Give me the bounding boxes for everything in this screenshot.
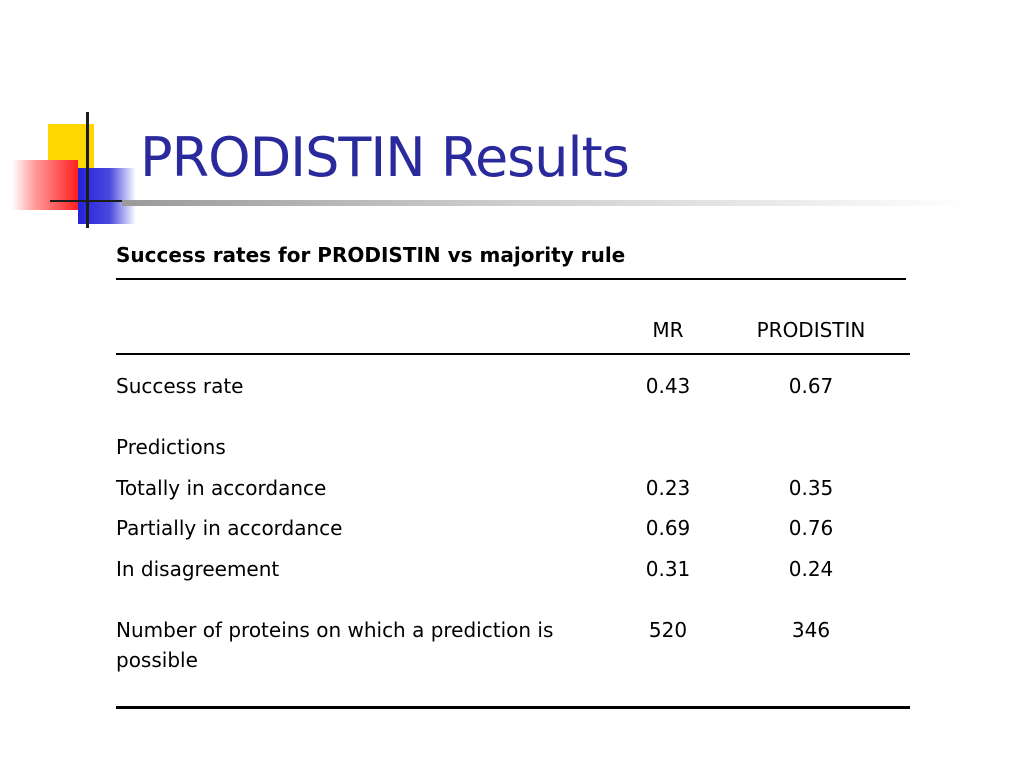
- row-label-predictions: Predictions: [116, 435, 226, 459]
- table-bottom-rule: [116, 706, 910, 709]
- table-top-rule: [116, 278, 906, 280]
- cell-totally-mr: 0.23: [645, 476, 691, 500]
- row-label-partially-in-accordance: Partially in accordance: [116, 516, 343, 540]
- cell-success-rate-prodistin: 0.67: [788, 374, 834, 398]
- title-underline: [122, 200, 972, 206]
- row-label-in-disagreement: In disagreement: [116, 557, 280, 581]
- cell-proteins-prodistin: 346: [791, 618, 831, 642]
- cell-disagreement-mr: 0.31: [645, 557, 691, 581]
- row-label-success-rate: Success rate: [116, 374, 244, 398]
- logo-red-square: [12, 160, 78, 210]
- logo-vertical-line: [86, 112, 89, 228]
- cell-success-rate-mr: 0.43: [645, 374, 691, 398]
- cell-totally-prodistin: 0.35: [788, 476, 834, 500]
- cell-partially-mr: 0.69: [645, 516, 691, 540]
- cell-proteins-mr: 520: [648, 618, 688, 642]
- column-header-prodistin: PRODISTIN: [756, 318, 866, 342]
- table-header-rule: [116, 353, 910, 355]
- row-label-totally-in-accordance: Totally in accordance: [116, 476, 327, 500]
- cell-disagreement-prodistin: 0.24: [788, 557, 834, 581]
- table-caption: Success rates for PRODISTIN vs majority …: [116, 243, 626, 267]
- column-header-mr: MR: [652, 318, 684, 342]
- row-label-number-of-proteins: Number of proteins on which a prediction…: [116, 618, 554, 672]
- logo-horizontal-line: [50, 200, 122, 202]
- slide-title: PRODISTIN Results: [140, 126, 630, 189]
- cell-partially-prodistin: 0.76: [788, 516, 834, 540]
